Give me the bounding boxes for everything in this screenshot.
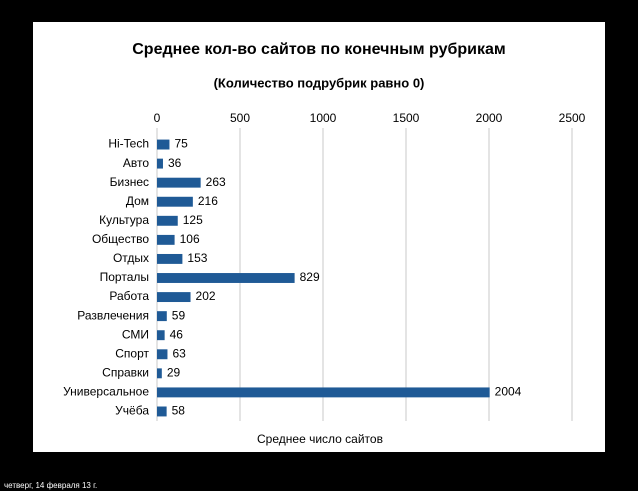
bar (157, 406, 167, 417)
bar (157, 311, 167, 322)
bar (157, 177, 201, 188)
value-label: 58 (172, 404, 186, 418)
bar (157, 349, 168, 360)
slide-background (33, 22, 605, 452)
bar (157, 292, 191, 303)
y-tick-label: Развлечения (77, 308, 149, 322)
y-tick-label: Учёба (115, 404, 149, 418)
footer: четверг, 14 февраля 13 г. (4, 481, 97, 490)
bar (157, 139, 170, 150)
bar (157, 253, 183, 264)
bar (157, 330, 165, 341)
y-tick-label: Культура (99, 213, 149, 227)
y-tick-label: Дом (126, 194, 149, 208)
y-tick-label: Авто (123, 156, 149, 170)
value-label: 829 (300, 270, 320, 284)
bar (157, 196, 193, 207)
bar (157, 158, 163, 169)
value-label: 63 (172, 346, 186, 360)
y-tick-label: Спорт (115, 346, 149, 360)
y-tick-label: Отдых (113, 251, 149, 265)
y-tick-label: Справки (102, 366, 149, 380)
x-axis-label: Среднее число сайтов (257, 432, 383, 446)
y-tick-label: Работа (109, 289, 149, 303)
value-label: 125 (183, 213, 203, 227)
chart-subtitle: (Количество подрубрик равно 0) (214, 75, 425, 90)
y-tick-label: Hi-Tech (108, 137, 149, 151)
y-tick-label: СМИ (122, 327, 149, 341)
x-tick-label: 1500 (393, 111, 420, 125)
chart-title: Среднее кол-во сайтов по конечным рубрик… (132, 41, 506, 58)
y-tick-label: Общество (92, 232, 149, 246)
y-tick-label: Порталы (100, 270, 149, 284)
y-tick-label: Бизнес (110, 175, 149, 189)
value-label: 59 (172, 308, 186, 322)
x-tick-label: 2000 (476, 111, 503, 125)
y-tick-label: Универсальное (63, 385, 149, 399)
x-tick-label: 0 (154, 111, 161, 125)
value-label: 216 (198, 194, 218, 208)
bar (157, 368, 162, 379)
value-label: 29 (167, 366, 181, 380)
value-label: 106 (180, 232, 200, 246)
bar (157, 273, 295, 283)
value-label: 2004 (495, 385, 522, 399)
value-label: 75 (174, 137, 188, 151)
value-label: 153 (187, 251, 207, 265)
x-tick-label: 2500 (559, 111, 586, 125)
value-label: 46 (170, 327, 184, 341)
bar (157, 215, 178, 226)
value-label: 36 (168, 156, 182, 170)
bar (157, 387, 490, 398)
x-tick-label: 500 (230, 111, 250, 125)
x-tick-label: 1000 (310, 111, 337, 125)
value-label: 263 (206, 175, 226, 189)
bar (157, 234, 175, 245)
value-label: 202 (196, 289, 216, 303)
